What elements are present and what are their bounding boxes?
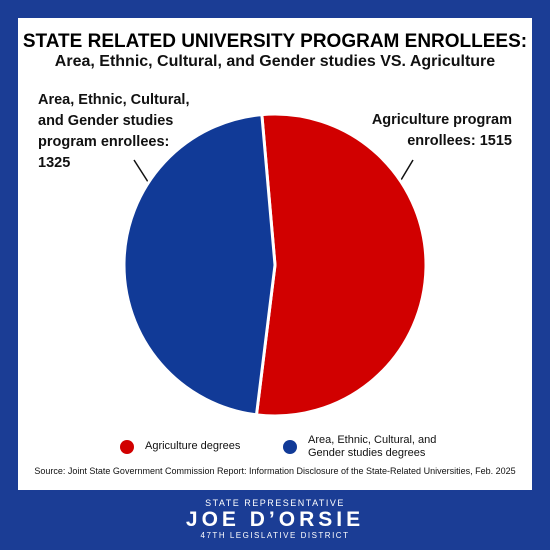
chart-title: STATE RELATED UNIVERSITY PROGRAM ENROLLE…: [22, 31, 528, 52]
chart-subtitle: Area, Ethnic, Cultural, and Gender studi…: [54, 53, 496, 70]
legend-label: Agriculture degrees: [145, 440, 241, 452]
source-note: Source: Joint State Government Commissio…: [34, 466, 516, 476]
footer-role: STATE REPRESENTATIVE: [205, 498, 345, 508]
data-label: Area, Ethnic, Cultural, and Gender studi…: [38, 92, 190, 171]
legend-marker: [283, 440, 297, 454]
footer-name: JOE D’ORSIE: [185, 508, 365, 531]
pie-slice: [122, 112, 277, 417]
pie-slice: [254, 112, 428, 418]
footer-district: 47TH LEGISLATIVE DISTRICT: [200, 531, 350, 540]
legend-label: Area, Ethnic, Cultural, and Gender studi…: [308, 434, 437, 459]
legend-marker: [120, 440, 134, 454]
data-label: Agriculture program enrollees: 1515: [371, 112, 512, 149]
